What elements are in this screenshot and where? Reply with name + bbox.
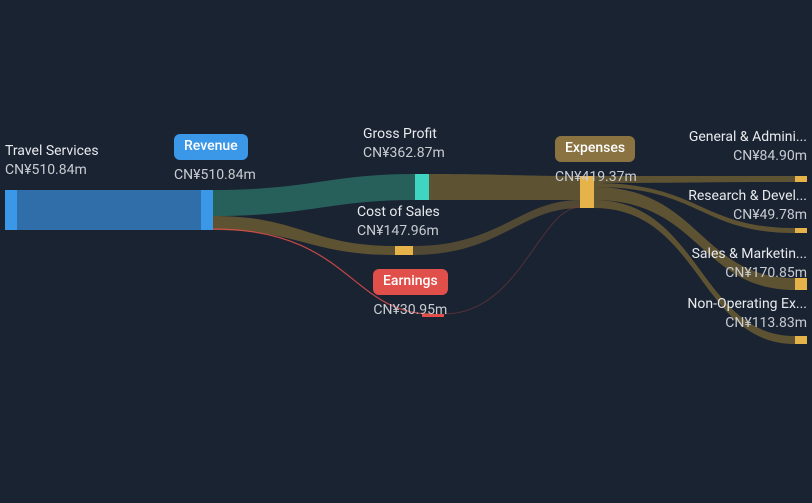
label-nonop: Non-Operating Ex... CN¥113.83m (687, 295, 807, 333)
node-nonop (795, 336, 807, 344)
label-travel-title: Travel Services (5, 142, 99, 161)
node-gross (415, 174, 429, 200)
label-rd: Research & Devel... CN¥49.78m (688, 187, 807, 225)
node-travel-accent (5, 190, 17, 230)
node-rd (795, 228, 807, 233)
node-ga (795, 176, 807, 182)
label-ga-title: General & Admini... (689, 128, 807, 147)
label-rd-title: Research & Devel... (688, 187, 807, 206)
label-earnings-value: CN¥30.95m (373, 301, 448, 320)
label-expenses: Expenses CN¥419.37m (555, 136, 637, 187)
node-travel-bar (17, 190, 201, 230)
badge-revenue: Revenue (174, 134, 248, 160)
label-ga: General & Admini... CN¥84.90m (689, 128, 807, 166)
label-travel-value: CN¥510.84m (5, 161, 99, 180)
node-cost (395, 246, 413, 255)
label-earnings: Earnings CN¥30.95m (373, 269, 448, 320)
label-cost-title: Cost of Sales (357, 203, 440, 222)
label-rd-value: CN¥49.78m (688, 206, 807, 225)
label-expenses-value: CN¥419.37m (555, 168, 637, 187)
label-gross-title: Gross Profit (363, 125, 445, 144)
label-ga-value: CN¥84.90m (689, 147, 807, 166)
label-gross: Gross Profit CN¥362.87m (363, 125, 445, 163)
badge-expenses: Expenses (555, 136, 635, 162)
label-travel: Travel Services CN¥510.84m (5, 142, 99, 180)
label-nonop-title: Non-Operating Ex... (687, 295, 807, 314)
label-revenue: Revenue CN¥510.84m (174, 134, 256, 185)
badge-earnings: Earnings (373, 269, 448, 295)
label-sm-title: Sales & Marketin... (692, 245, 807, 264)
label-sm: Sales & Marketin... CN¥170.85m (692, 245, 807, 283)
label-sm-value: CN¥170.85m (692, 264, 807, 283)
label-cost: Cost of Sales CN¥147.96m (357, 203, 440, 241)
label-gross-value: CN¥362.87m (363, 144, 445, 163)
label-cost-value: CN¥147.96m (357, 222, 440, 241)
label-nonop-value: CN¥113.83m (687, 314, 807, 333)
label-revenue-value: CN¥510.84m (174, 166, 256, 185)
node-revenue (201, 190, 213, 230)
